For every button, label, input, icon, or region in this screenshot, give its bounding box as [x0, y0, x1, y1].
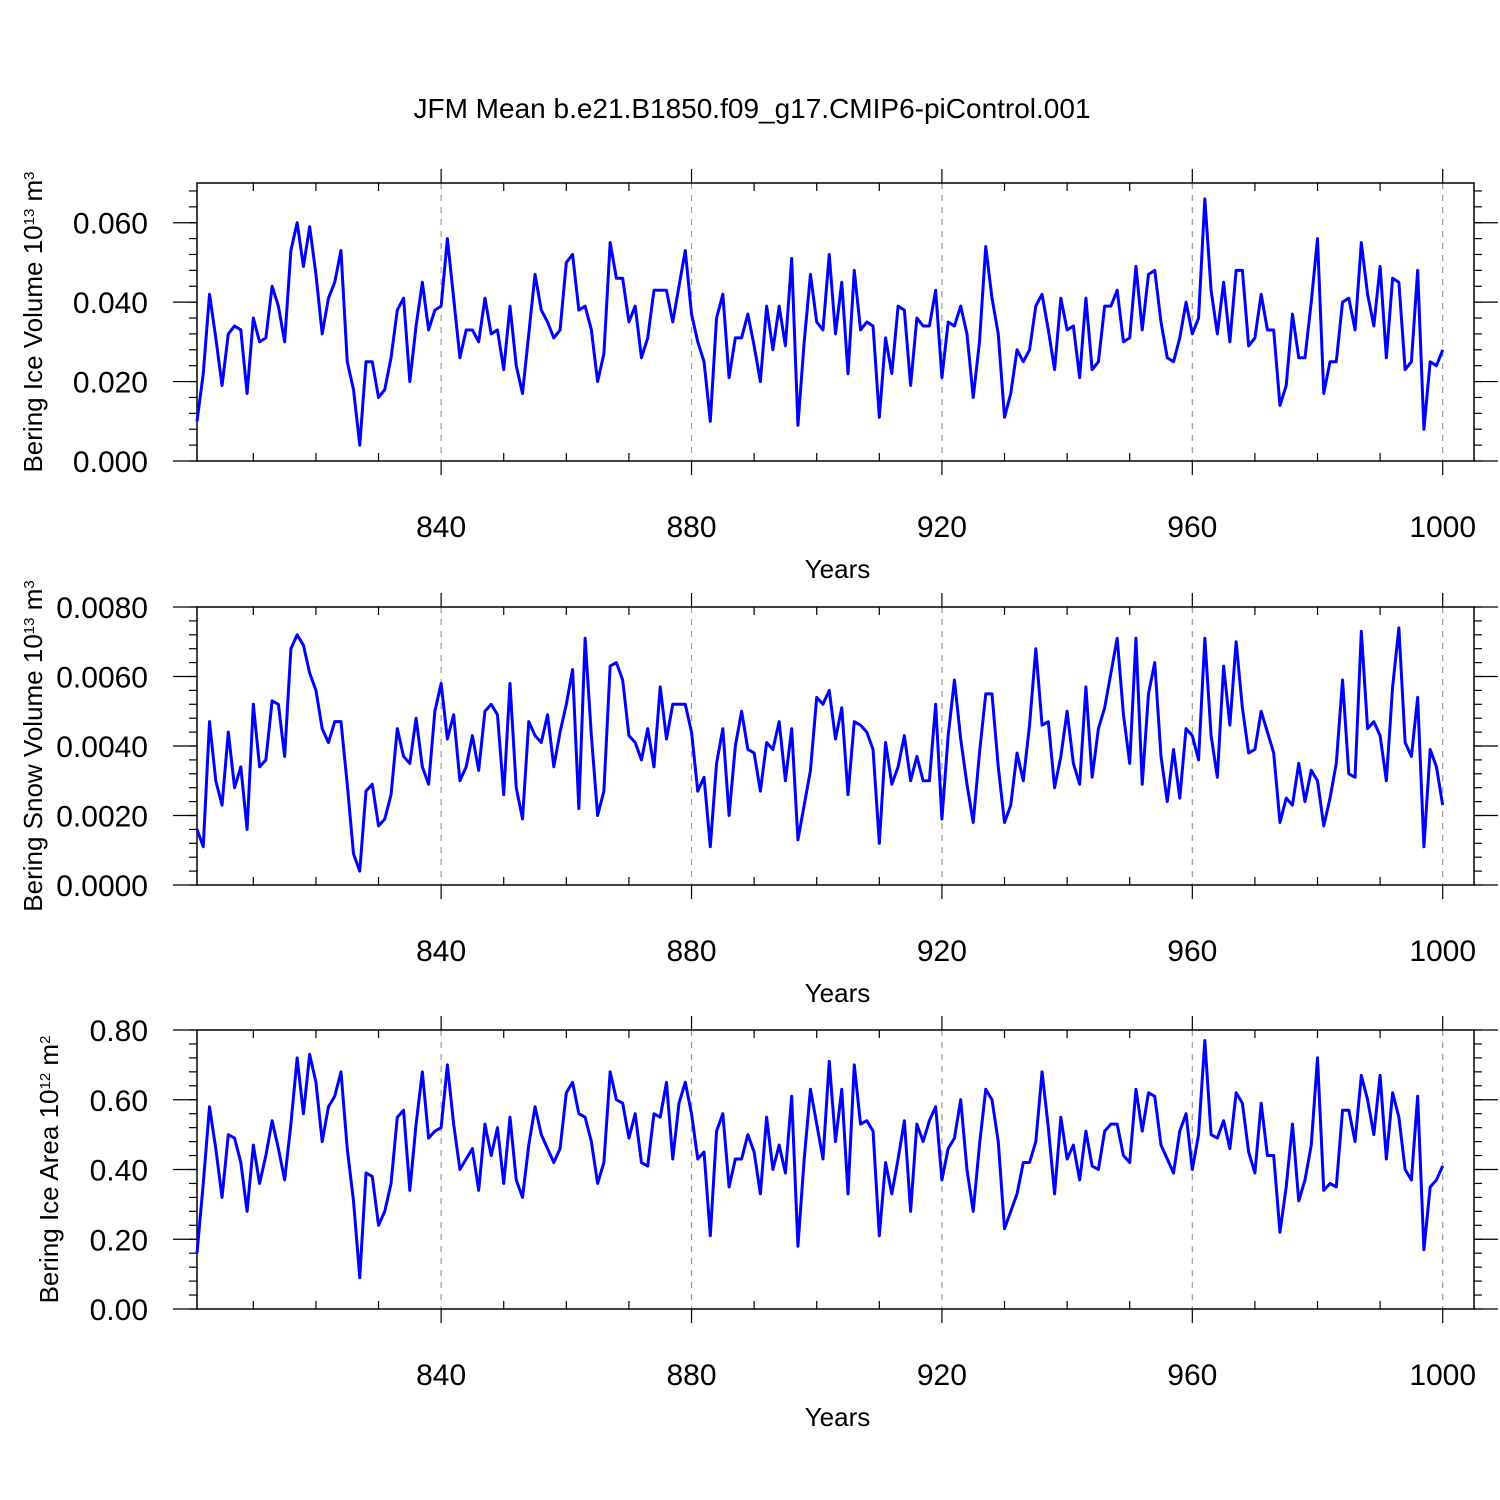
x-tick-label: 960: [1167, 511, 1217, 544]
x-tick-label: 880: [666, 1359, 716, 1392]
y-tick-label: 0.0040: [56, 731, 148, 764]
y-axis-label-unit-exponent: 3: [21, 580, 38, 588]
x-tick-label: 840: [416, 1359, 466, 1392]
panels: 840 880 920 960 1000 0.000 0.020 0.040 0.060 Year…: [18, 169, 1498, 1432]
y-tick-label: 0.80: [90, 1015, 148, 1048]
plot-frame: [196, 606, 1475, 886]
x-tick-label: 840: [416, 511, 466, 544]
y-axis-label-text: Bering Ice Volume 10: [18, 225, 48, 472]
figure-title: JFM Mean b.e21.B1850.f09_g17.CMIP6-piCon…: [413, 93, 1090, 124]
x-tick-label: 880: [666, 511, 716, 544]
x-tick-label: 880: [666, 935, 716, 968]
x-tick-label: 920: [917, 1359, 967, 1392]
y-axis-label-text: Bering Snow Volume 10: [18, 634, 48, 912]
x-tick-label: 1000: [1409, 935, 1476, 968]
y-axis-label-unit-exponent: 2: [37, 1036, 54, 1044]
y-tick-label: 0.0000: [56, 870, 148, 903]
y-tick-label: 0.40: [90, 1155, 148, 1188]
y-axis-label-exponent: 12: [37, 1073, 54, 1090]
x-axis-label: Years: [805, 978, 871, 1008]
plot-frame: [196, 182, 1475, 462]
y-tick-label: 0.020: [73, 367, 148, 400]
x-axis-label: Years: [805, 554, 871, 584]
y-tick-label: 0.00: [90, 1294, 148, 1327]
y-axis-label: Bering Ice Area 1012 m2: [34, 1036, 64, 1304]
x-tick-label: 840: [416, 935, 466, 968]
y-tick-label: 0.040: [73, 287, 148, 320]
x-tick-label: 920: [917, 511, 967, 544]
x-tick-label: 1000: [1409, 1359, 1476, 1392]
y-axis-label-unit-exponent: 3: [21, 171, 38, 179]
panel-ice-area: 840 880 920 960 1000 0.00 0.20 0.40 0.60 0.80 Year…: [34, 1015, 1498, 1432]
y-tick-label: 0.000: [73, 446, 148, 479]
x-tick-label: 960: [1167, 935, 1217, 968]
y-tick-label: 0.0060: [56, 662, 148, 695]
y-axis-label-exponent: 13: [21, 209, 38, 226]
series-line: [195, 197, 1445, 447]
y-axis-label-text: Bering Ice Area 10: [34, 1090, 64, 1304]
y-tick-label: 0.20: [90, 1224, 148, 1257]
plot-frame: [196, 1029, 1475, 1310]
y-tick-label: 0.0020: [56, 801, 148, 834]
y-tick-label: 0.060: [73, 208, 148, 241]
y-tick-label: 0.0080: [56, 592, 148, 625]
x-tick-label: 960: [1167, 1359, 1217, 1392]
y-axis-label: Bering Snow Volume 1013 m3: [18, 580, 48, 911]
y-tick-label: 0.60: [90, 1085, 148, 1118]
x-tick-label: 1000: [1409, 511, 1476, 544]
y-axis-label-unit: m: [34, 1044, 64, 1073]
y-axis-label-unit: m: [18, 589, 48, 618]
y-axis-label-unit: m: [18, 180, 48, 209]
series-line: [195, 626, 1445, 873]
y-axis-label: Bering Ice Volume 1013 m3: [18, 171, 48, 472]
y-axis-label-exponent: 13: [21, 618, 38, 635]
panel-snow-volume: 840 880 920 960 1000 0.0000 0.0020 0.0040 0.0060…: [18, 580, 1498, 1008]
x-axis-label: Years: [805, 1402, 871, 1432]
panel-ice-volume: 840 880 920 960 1000 0.000 0.020 0.040 0.060 Year…: [18, 169, 1498, 584]
series-line: [195, 1038, 1445, 1280]
x-tick-label: 920: [917, 935, 967, 968]
